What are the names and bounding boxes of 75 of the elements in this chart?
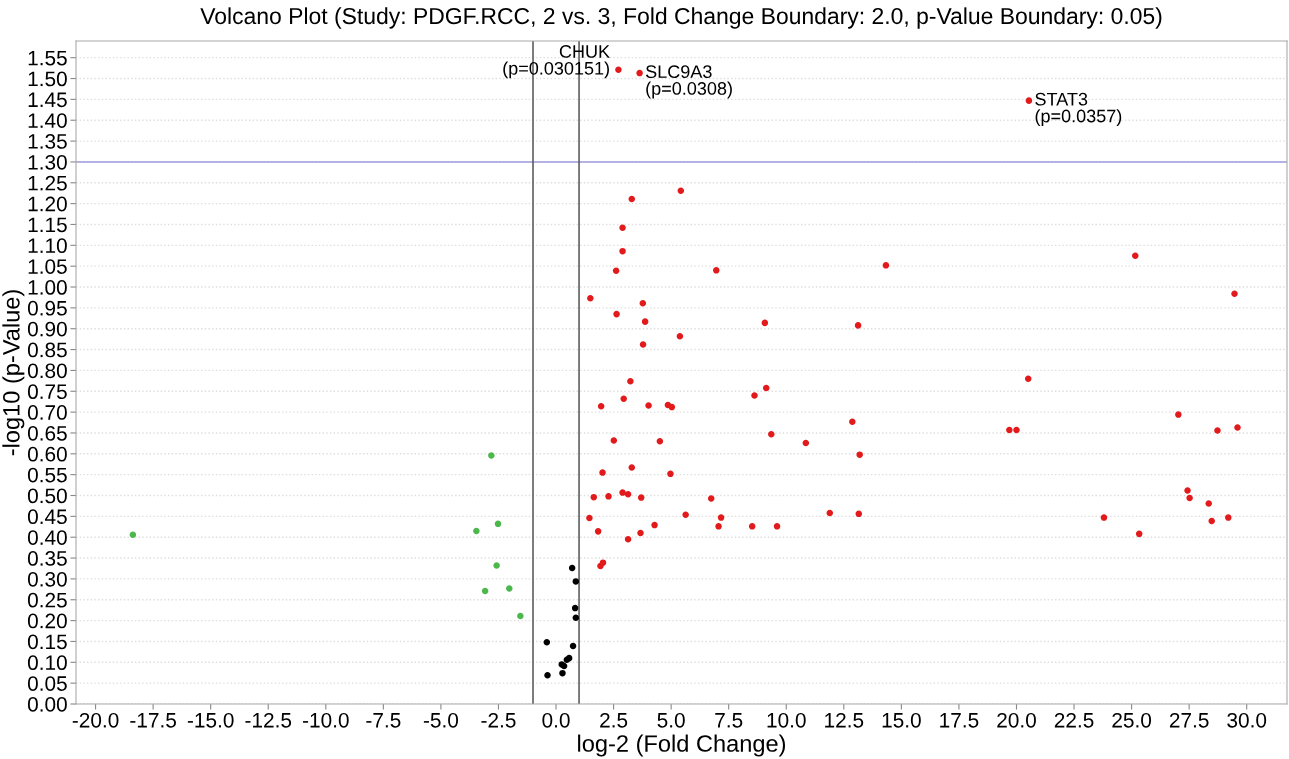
- y-tick-label: 0.90: [27, 321, 67, 337]
- y-tick-label: 1.10: [28, 238, 67, 254]
- point: [493, 562, 500, 569]
- y-tick-label: 0.70: [27, 405, 67, 420]
- y-tick-label: 1.30: [28, 154, 67, 170]
- point: [494, 520, 502, 528]
- point: [517, 612, 524, 620]
- y-tick-label: 1.15: [28, 217, 67, 233]
- x-tick-label: -12.5: [245, 712, 292, 728]
- y-tick-label: 0.05: [27, 676, 67, 691]
- chart-title: Volcano Plot (Study: PDGF.RCC, 2 vs. 3, Fold Change Boundary: 2.0, p-Value Boundary: 0.05): [200, 7, 1162, 29]
- x-tick-label: -17.5: [130, 713, 176, 728]
- x-tick-label: -15.0: [187, 712, 234, 728]
- y-tick-label: 0.60: [27, 446, 67, 462]
- x-tick-label: 17.5: [940, 713, 979, 728]
- x-tick-label: 22.5: [1054, 712, 1094, 728]
- y-tick-label: 1.05: [28, 259, 67, 274]
- x-tick-label: 0.0: [542, 712, 570, 728]
- y-tick-label: 0.00: [27, 697, 67, 712]
- x-tick-label: 20.0: [997, 712, 1036, 728]
- y-tick-label: 1.00: [28, 280, 67, 295]
- point: [572, 614, 580, 621]
- y-tick-label: 1.35: [28, 134, 67, 149]
- annotation: SLC9A3 (p=0.0308): [645, 65, 732, 99]
- point: [506, 585, 513, 592]
- y-axis-title: -log10 (p-Value): [2, 290, 25, 456]
- y-tick-label: 0.25: [27, 592, 67, 608]
- y-tick-label: 0.55: [27, 467, 67, 483]
- x-tick-label: 12.5: [825, 712, 864, 728]
- point: [571, 604, 579, 612]
- y-tick-label: 1.25: [28, 175, 67, 191]
- y-tick-label: 0.95: [27, 300, 67, 316]
- x-tick-label: 15.0: [882, 712, 921, 728]
- x-tick-label: 27.5: [1169, 712, 1209, 728]
- x-axis-title: log-2 (Fold Change): [578, 734, 786, 757]
- y-tick-label: 0.75: [27, 384, 67, 400]
- point: [559, 669, 566, 677]
- point: [543, 639, 551, 646]
- y-tick-label: 0.35: [27, 551, 67, 566]
- y-tick-label: 0.50: [27, 488, 67, 504]
- y-tick-label: 1.20: [28, 196, 67, 212]
- y-tick-label: 0.40: [27, 530, 67, 545]
- x-tick-label: 10.0: [767, 712, 806, 728]
- annotation: STAT3 (p=0.0357): [1035, 92, 1122, 126]
- y-tick-label: 0.65: [27, 425, 67, 441]
- x-tick-label: -7.5: [366, 713, 401, 728]
- annotation: CHUK (p=0.030151): [503, 45, 610, 79]
- x-tick-label: 30.0: [1227, 712, 1267, 728]
- x-tick-label: -20.0: [72, 712, 119, 728]
- x-tick-label: 2.5: [600, 712, 628, 728]
- y-tick-label: 0.15: [27, 634, 67, 650]
- x-tick-label: 25.0: [1112, 712, 1152, 728]
- point: [569, 642, 577, 650]
- y-tick-label: 0.85: [27, 342, 67, 358]
- y-tick-label: 1.50: [28, 71, 67, 87]
- x-tick-label: -10.0: [302, 712, 349, 728]
- point: [488, 452, 495, 459]
- point: [544, 671, 551, 679]
- point: [473, 527, 480, 535]
- point: [481, 587, 489, 595]
- y-tick-label: 0.30: [27, 571, 67, 587]
- y-tick-label: 0.10: [27, 655, 67, 671]
- x-tick-label: -5.0: [423, 712, 459, 728]
- y-tick-label: 1.45: [28, 92, 67, 108]
- x-tick-label: 5.0: [657, 712, 685, 728]
- x-tick-label: 7.5: [715, 713, 743, 728]
- y-tick-label: 0.20: [27, 613, 67, 629]
- y-tick-label: 0.45: [27, 509, 67, 525]
- x-tick-label: -2.5: [481, 712, 516, 728]
- point: [129, 531, 137, 538]
- point: [572, 578, 580, 585]
- y-tick-label: 1.40: [28, 113, 67, 128]
- y-tick-label: 0.80: [27, 363, 67, 379]
- y-tick-label: 1.55: [28, 50, 67, 66]
- point: [568, 564, 576, 572]
